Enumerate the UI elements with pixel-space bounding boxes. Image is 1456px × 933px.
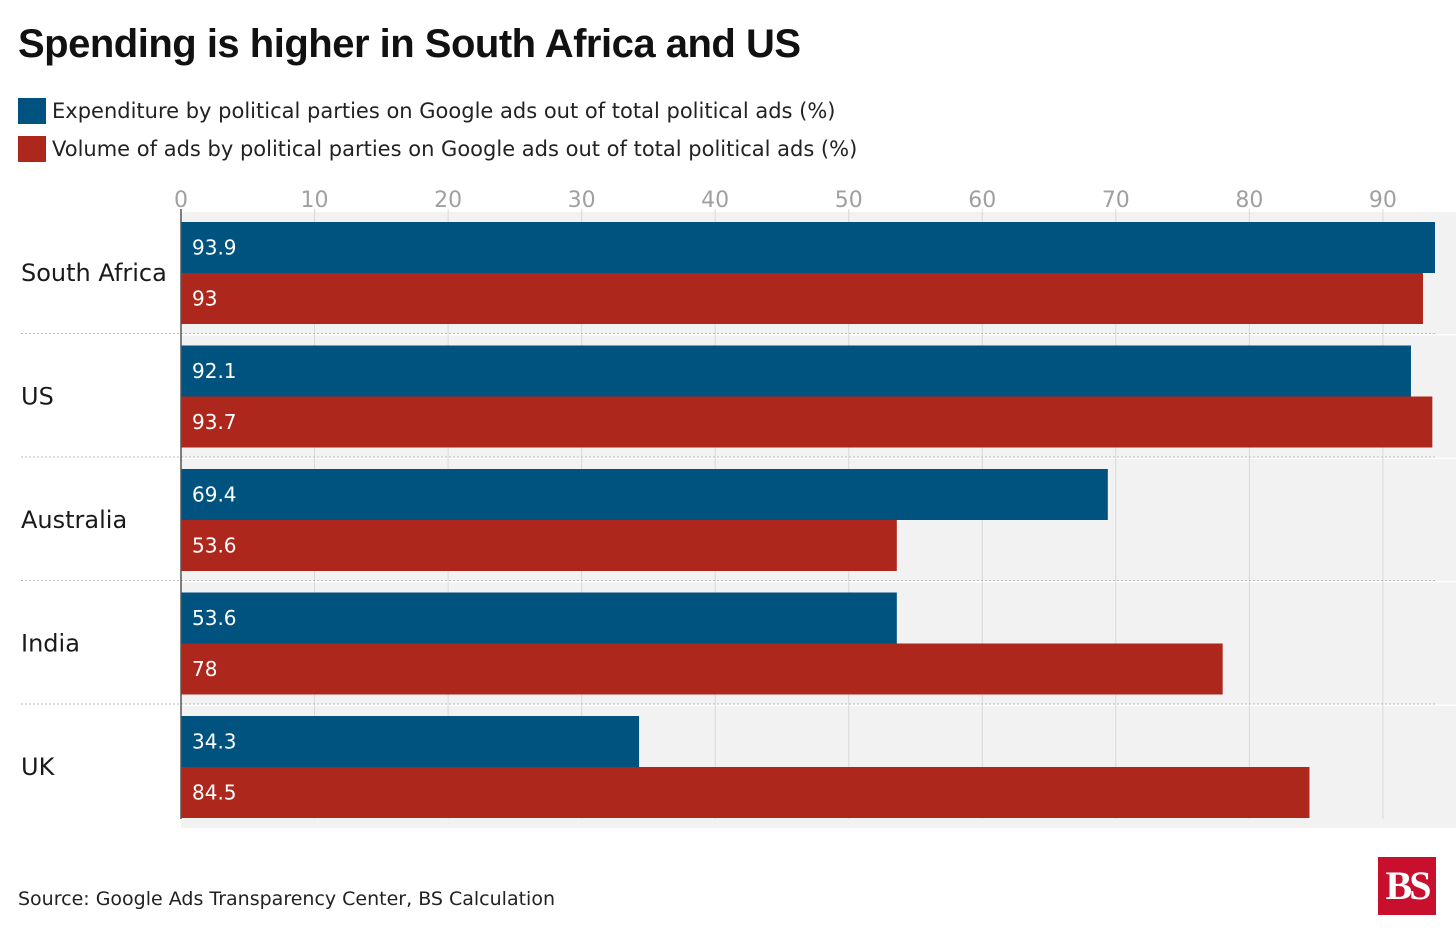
category-label: Australia — [21, 506, 127, 534]
legend-label-volume: Volume of ads by political parties on Go… — [52, 137, 858, 161]
bar — [181, 222, 1435, 273]
legend-swatch-volume — [18, 136, 46, 162]
bar — [181, 273, 1423, 324]
bar-value-label: 53.6 — [192, 534, 237, 558]
legend-item-volume: Volume of ads by political parties on Go… — [18, 130, 857, 168]
bar-value-label: 53.6 — [192, 606, 237, 630]
bar-value-label: 93 — [192, 287, 217, 311]
x-tick-label: 0 — [174, 188, 188, 213]
category-label: UK — [21, 753, 56, 781]
legend-swatch-expenditure — [18, 98, 46, 124]
bar-value-label: 93.7 — [192, 410, 237, 434]
bar — [181, 643, 1223, 695]
x-tick-label: 80 — [1235, 188, 1263, 213]
bar — [181, 592, 897, 644]
bar-value-label: 84.5 — [192, 781, 237, 805]
x-tick-label: 30 — [568, 188, 596, 213]
x-tick-label: 60 — [968, 188, 996, 213]
x-tick-label: 20 — [434, 188, 462, 213]
category-label: South Africa — [21, 259, 167, 287]
bar-value-label: 34.3 — [192, 730, 237, 754]
brand-logo: BS — [1378, 857, 1436, 915]
chart-title: Spending is higher in South Africa and U… — [18, 22, 801, 66]
legend: Expenditure by political parties on Goog… — [18, 92, 857, 168]
bar-value-label: 92.1 — [192, 359, 237, 383]
bar-value-label: 93.9 — [192, 236, 237, 260]
x-tick-label: 10 — [301, 188, 329, 213]
bar — [181, 767, 1310, 818]
bar-value-label: 69.4 — [192, 483, 237, 507]
bar — [181, 396, 1433, 448]
x-tick-label: 70 — [1102, 188, 1130, 213]
bar-value-label: 78 — [192, 657, 217, 681]
legend-item-expenditure: Expenditure by political parties on Goog… — [18, 92, 857, 130]
x-tick-label: 50 — [835, 188, 863, 213]
bar-chart: 0 10 20 30 40 50 60 70 80 90 South Africa 93.9 93 US 9… — [21, 188, 1456, 828]
bar — [181, 716, 640, 767]
bar — [181, 520, 897, 571]
bar — [181, 469, 1108, 520]
category-label: India — [21, 630, 80, 658]
x-tick-label: 40 — [701, 188, 729, 213]
category-label: US — [21, 383, 54, 411]
bar — [181, 345, 1411, 397]
legend-label-expenditure: Expenditure by political parties on Goog… — [52, 99, 836, 123]
source-note: Source: Google Ads Transparency Center, … — [18, 888, 555, 910]
x-tick-label: 90 — [1369, 188, 1397, 213]
